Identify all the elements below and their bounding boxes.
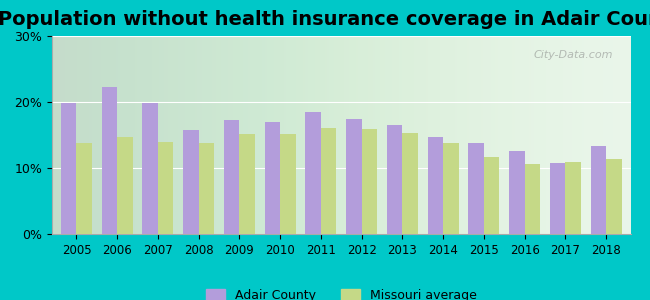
Legend: Adair County, Missouri average: Adair County, Missouri average: [201, 284, 482, 300]
Bar: [469, 143, 484, 234]
Bar: [158, 142, 174, 234]
Bar: [346, 118, 361, 234]
Bar: [224, 120, 239, 234]
Bar: [402, 133, 418, 234]
Bar: [525, 164, 540, 234]
Bar: [606, 159, 621, 234]
Bar: [306, 112, 321, 234]
Bar: [484, 158, 499, 234]
Bar: [77, 143, 92, 234]
Bar: [591, 146, 606, 234]
Bar: [443, 143, 459, 234]
Bar: [61, 103, 77, 234]
Bar: [101, 87, 117, 234]
Bar: [117, 137, 133, 234]
Bar: [280, 134, 296, 234]
Bar: [142, 103, 158, 234]
Bar: [183, 130, 199, 234]
Text: City-Data.com: City-Data.com: [534, 50, 613, 60]
Bar: [387, 125, 402, 234]
Bar: [239, 134, 255, 234]
Bar: [509, 151, 525, 234]
Bar: [361, 129, 377, 234]
Bar: [199, 143, 214, 234]
Bar: [566, 162, 581, 234]
Title: Population without health insurance coverage in Adair County: Population without health insurance cove…: [0, 10, 650, 29]
Bar: [265, 122, 280, 234]
Bar: [321, 128, 336, 234]
Bar: [428, 137, 443, 234]
Bar: [550, 164, 566, 234]
